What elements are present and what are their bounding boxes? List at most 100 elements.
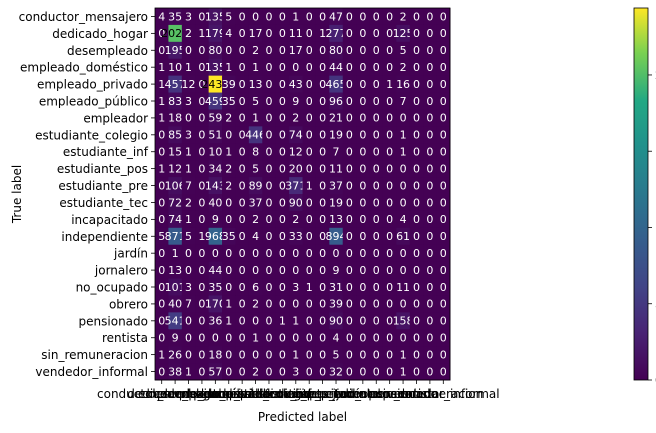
cell-value-label: 0 [373,332,380,345]
heatmap-cell [436,177,451,195]
cell-value-label: 0 [400,112,407,125]
cell-value-label: 11 [289,27,303,40]
cell-value-label: 0 [426,179,433,192]
heatmap-cell [329,363,344,381]
cell-value-label: 10 [168,61,182,74]
heatmap-cell [329,346,344,364]
heatmap-cell [396,244,411,263]
heatmap-cell [155,177,169,195]
cell-value-label: 1 [185,162,192,175]
cell-value-label: 37 [329,179,343,192]
heatmap-cell [275,41,290,60]
cell-value-label: 0 [239,95,246,108]
cell-value-label: 0 [198,298,205,311]
cell-value-label: 0 [158,365,165,378]
heatmap-cell [436,346,451,364]
heatmap-cell [315,278,330,296]
cell-value-label: 2 [185,196,192,209]
cell-value-label: 0 [239,146,246,159]
cell-value-label: 0 [158,27,165,40]
heatmap-cell [181,143,196,161]
y-tick-label: desempleado [67,44,148,58]
y-tick-label: estudiante_pos [57,162,148,176]
heatmap-cell [235,126,250,144]
heatmap-cell [248,261,263,280]
heatmap-cell [289,58,303,77]
cell-value-label: 0 [346,78,353,91]
heatmap-cell [356,194,371,212]
cell-value-label: 0 [265,332,272,345]
y-tick-label: no_ocupado [76,281,148,295]
y-tick-label: estudiante_pre [58,179,148,193]
cell-value-label: 101 [165,281,186,294]
cell-value-label: 35 [168,10,182,23]
heatmap-cell [436,75,451,94]
cell-value-label: 1 [400,146,407,159]
cell-value-label: 0 [440,95,447,108]
cell-value-label: 0 [413,348,420,361]
heatmap-cell [275,312,290,330]
cell-value-label: 0 [413,332,420,345]
heatmap-cell [369,126,384,144]
cell-value-label: 0 [426,196,433,209]
heatmap-cell [409,41,424,60]
cell-value-label: 0 [440,61,447,74]
cell-value-label: 34 [208,162,222,175]
y-tick-label: jardín [113,247,148,261]
heatmap-cell [409,363,424,381]
cell-value-label: 0 [426,129,433,142]
heatmap-cell [423,75,438,94]
heatmap-cell [342,295,357,313]
heatmap-cell [222,363,236,381]
cell-value-label: 0 [265,179,272,192]
x-tick-label: estudiante_inf [226,387,312,401]
heatmap-cell [382,160,397,178]
cell-value-label: 0 [198,162,205,175]
heatmap-cell [222,58,236,77]
heatmap-cell [235,261,250,280]
cell-value-label: 0 [440,179,447,192]
cell-value-label: 0 [440,213,447,226]
heatmap-cell [329,58,344,77]
cell-value-label: 0 [359,27,366,40]
heatmap-cell [409,244,424,263]
cell-value-label: 0 [373,78,380,91]
cell-value-label: 0 [413,162,420,175]
heatmap-cell [342,160,357,178]
heatmap-cell [369,160,384,178]
cell-value-label: 89 [249,179,263,192]
cell-value-label: 0 [346,44,353,57]
cell-value-label: 0 [239,162,246,175]
y-tick-label: conductor_mensajero [19,10,148,24]
heatmap-cell [423,210,438,229]
heatmap-cell [342,312,357,330]
y-tick-label: sin_remuneracion [41,348,148,362]
cell-value-label: 0 [373,44,380,57]
cell-value-label: 0 [373,129,380,142]
heatmap-cell [369,329,384,347]
plot-frame [154,7,451,381]
heatmap-cell [356,160,371,178]
cell-value-label: 0 [239,264,246,277]
heatmap-cell [168,329,183,347]
heatmap-cell [382,177,397,195]
cell-value-label: 20 [289,162,303,175]
heatmap-cell [235,363,250,381]
heatmap-cell [181,160,196,178]
heatmap-cell [423,261,438,280]
cell-value-label: 0 [346,112,353,125]
heatmap-cell [275,8,290,26]
cell-value-label: 40 [168,298,182,311]
cell-value-label: 0 [359,230,366,243]
heatmap-cell [315,58,330,77]
cell-value-label: 40 [208,196,222,209]
heatmap-cell [248,363,263,381]
heatmap-cell [262,261,277,280]
heatmap-cell [181,210,196,229]
heatmap-cell [155,244,169,263]
heatmap-cell [356,295,371,313]
cell-value-label: 0 [319,78,326,91]
heatmap-cell [329,227,344,246]
cell-value-label: 125 [393,27,414,40]
heatmap-cell [208,92,223,110]
